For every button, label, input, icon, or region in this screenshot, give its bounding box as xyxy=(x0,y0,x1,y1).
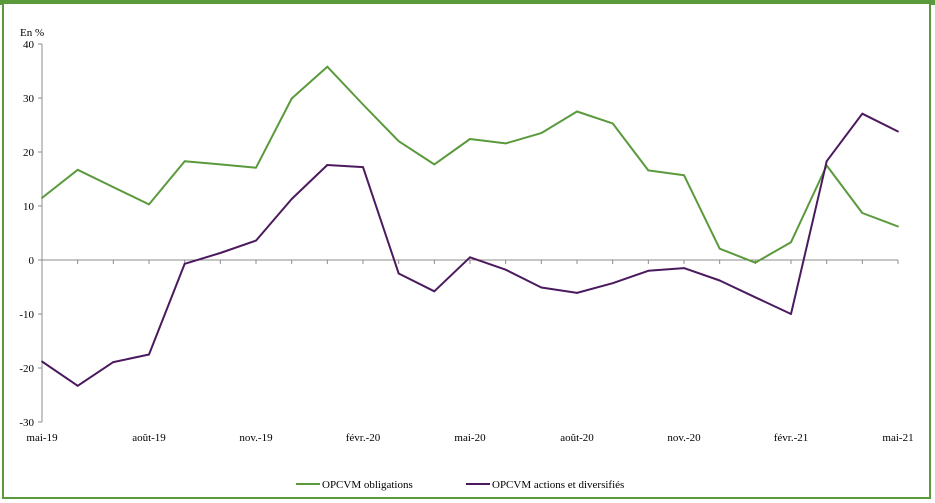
y-tick-label: 20 xyxy=(23,147,35,159)
data-point-s0 xyxy=(326,65,329,68)
data-point-s1 xyxy=(41,360,43,363)
data-point-s1 xyxy=(148,353,150,356)
data-point-s0 xyxy=(41,197,43,199)
y-tick-label: 40 xyxy=(23,39,35,51)
data-point-s1 xyxy=(683,267,685,269)
legend-label-obligations: OPCVM obligations xyxy=(322,479,413,491)
data-point-s0 xyxy=(861,212,864,214)
data-point-s1 xyxy=(897,130,899,133)
data-point-s0 xyxy=(540,132,543,135)
data-point-s0 xyxy=(897,225,899,228)
data-point-s0 xyxy=(504,142,507,145)
x-tick-label: mai-20 xyxy=(454,432,486,444)
data-point-s0 xyxy=(718,247,721,250)
y-tick-label: 0 xyxy=(29,255,35,267)
data-point-s0 xyxy=(397,140,400,143)
data-point-s1 xyxy=(576,292,578,294)
y-tick-label: -10 xyxy=(19,309,34,321)
data-point-s1 xyxy=(326,164,329,166)
data-point-s1 xyxy=(718,279,721,282)
y-tick-label: 10 xyxy=(23,201,35,213)
data-point-s1 xyxy=(219,252,222,254)
x-tick-label: août-20 xyxy=(560,432,594,444)
data-point-s0 xyxy=(255,166,257,169)
data-point-s0 xyxy=(76,168,79,171)
series-line-0 xyxy=(41,65,899,264)
y-axis-unit-label: En % xyxy=(20,27,44,39)
data-point-s1 xyxy=(255,239,257,242)
data-point-s1 xyxy=(825,160,828,163)
x-tick-label: nov.-20 xyxy=(667,432,701,444)
data-point-s0 xyxy=(647,169,650,172)
data-point-s1 xyxy=(790,313,792,315)
data-point-s1 xyxy=(469,256,471,259)
data-point-s0 xyxy=(290,97,293,100)
legend: OPCVM obligations OPCVM actions et diver… xyxy=(296,479,624,491)
data-point-s1 xyxy=(112,361,115,363)
data-point-s0 xyxy=(754,261,757,264)
x-tick-label: mai-21 xyxy=(882,432,913,444)
series-layer xyxy=(41,65,899,387)
y-tick-label: -20 xyxy=(19,363,34,375)
series-line-1 xyxy=(41,112,899,387)
legend-label-actions: OPCVM actions et diversifiés xyxy=(492,479,624,491)
data-point-s0 xyxy=(576,110,578,113)
data-point-s0 xyxy=(362,103,364,106)
data-point-s0 xyxy=(611,122,614,125)
data-point-s0 xyxy=(219,163,222,166)
data-point-s0 xyxy=(183,160,186,163)
x-tick-label: nov.-19 xyxy=(239,432,273,444)
x-tick-label: févr.-20 xyxy=(346,432,381,444)
data-point-s0 xyxy=(790,241,792,244)
data-point-s1 xyxy=(647,269,650,272)
y-tick-label: -30 xyxy=(19,417,34,429)
data-point-s1 xyxy=(433,290,436,293)
data-point-s1 xyxy=(76,384,79,387)
data-point-s1 xyxy=(290,198,293,200)
data-point-s0 xyxy=(683,174,685,177)
data-point-s1 xyxy=(861,112,864,115)
data-point-s1 xyxy=(540,286,543,289)
data-point-s1 xyxy=(611,282,614,285)
y-axis: 40 30 20 10 0 -10 -20 -30 xyxy=(19,39,43,429)
data-point-s1 xyxy=(504,268,507,271)
data-point-s0 xyxy=(112,186,115,189)
data-point-s0 xyxy=(148,203,150,206)
x-tick-label: févr.-21 xyxy=(774,432,809,444)
data-point-s1 xyxy=(362,166,364,169)
y-tick-label: 30 xyxy=(23,93,35,105)
data-point-s1 xyxy=(754,296,757,299)
data-point-s0 xyxy=(469,138,471,140)
data-point-s1 xyxy=(183,262,186,265)
data-point-s0 xyxy=(433,163,436,166)
x-tick-label: août-19 xyxy=(132,432,166,444)
x-axis: mai-19 août-19 nov.-19 févr.-20 mai-20 août-2… xyxy=(26,259,914,444)
data-point-s1 xyxy=(397,272,400,275)
x-tick-label: mai-19 xyxy=(26,432,58,444)
